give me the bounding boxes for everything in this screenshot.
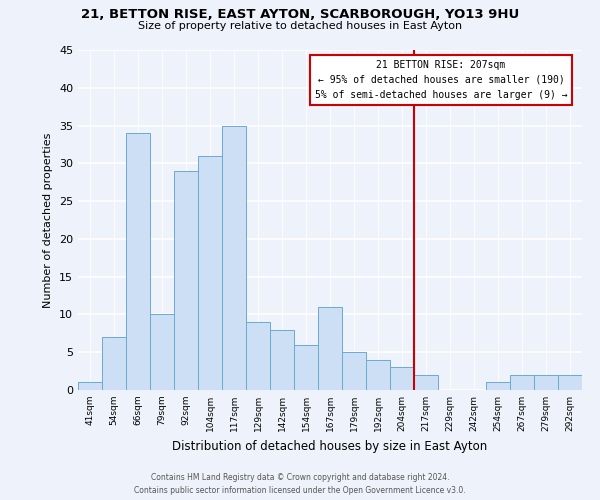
Bar bbox=[342, 352, 366, 390]
Bar bbox=[246, 322, 270, 390]
Bar bbox=[102, 337, 126, 390]
X-axis label: Distribution of detached houses by size in East Ayton: Distribution of detached houses by size … bbox=[172, 440, 488, 452]
Bar bbox=[390, 368, 414, 390]
Bar bbox=[366, 360, 390, 390]
Bar bbox=[78, 382, 102, 390]
Bar bbox=[510, 375, 534, 390]
Bar bbox=[150, 314, 174, 390]
Bar bbox=[414, 375, 438, 390]
Bar bbox=[198, 156, 222, 390]
Y-axis label: Number of detached properties: Number of detached properties bbox=[43, 132, 53, 308]
Bar bbox=[486, 382, 510, 390]
Bar bbox=[174, 171, 198, 390]
Text: Size of property relative to detached houses in East Ayton: Size of property relative to detached ho… bbox=[138, 21, 462, 31]
Bar bbox=[558, 375, 582, 390]
Text: 21, BETTON RISE, EAST AYTON, SCARBOROUGH, YO13 9HU: 21, BETTON RISE, EAST AYTON, SCARBOROUGH… bbox=[81, 8, 519, 20]
Text: Contains HM Land Registry data © Crown copyright and database right 2024.
Contai: Contains HM Land Registry data © Crown c… bbox=[134, 473, 466, 495]
Bar bbox=[222, 126, 246, 390]
Bar bbox=[270, 330, 294, 390]
Bar bbox=[318, 307, 342, 390]
Text: 21 BETTON RISE: 207sqm
← 95% of detached houses are smaller (190)
5% of semi-det: 21 BETTON RISE: 207sqm ← 95% of detached… bbox=[314, 60, 567, 100]
Bar bbox=[126, 133, 150, 390]
Bar bbox=[294, 344, 318, 390]
Bar bbox=[534, 375, 558, 390]
